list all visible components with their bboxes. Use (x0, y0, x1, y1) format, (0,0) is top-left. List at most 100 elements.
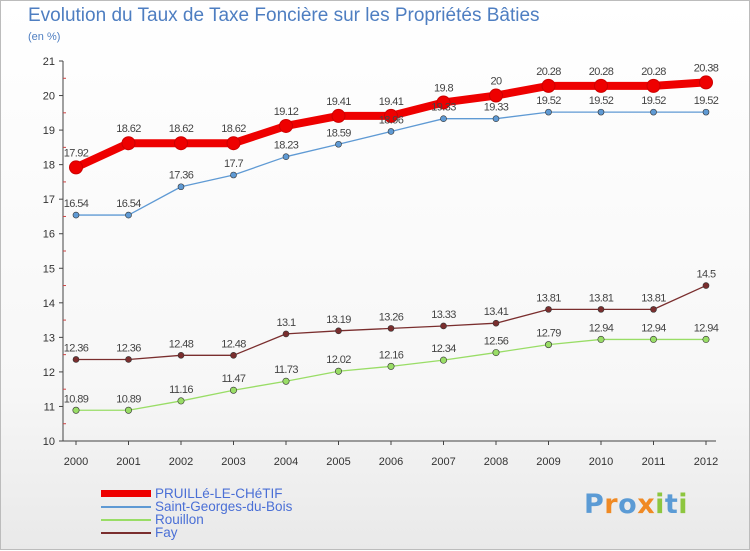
data-label: 13.26 (379, 311, 404, 323)
proxiti-logo: Proxiti (584, 489, 688, 520)
data-point (541, 78, 556, 93)
x-tick-label: 2001 (116, 456, 140, 468)
data-point (72, 406, 80, 414)
data-point (649, 335, 657, 343)
data-point (597, 108, 605, 116)
data-point (177, 397, 185, 405)
data-label: 19.52 (641, 95, 666, 107)
legend-item: Saint-Georges-du-Bois (101, 500, 292, 513)
x-tick-label: 2008 (484, 456, 508, 468)
legend-swatch (101, 490, 151, 497)
data-label: 18.59 (326, 127, 351, 139)
data-label: 20.28 (536, 66, 561, 78)
data-point (597, 306, 605, 313)
data-label: 12.36 (64, 342, 89, 354)
legend-label: Saint-Georges-du-Bois (155, 499, 293, 514)
data-label: 12.94 (641, 322, 666, 334)
data-label: 14.5 (696, 269, 715, 281)
data-label: 17.92 (64, 147, 89, 159)
data-label: 13.81 (589, 292, 614, 304)
data-point (646, 78, 661, 93)
data-point (334, 367, 342, 375)
data-point (440, 322, 447, 330)
data-point (699, 75, 713, 90)
data-label: 10.89 (116, 393, 141, 405)
chart-title: Evolution du Taux de Taxe Foncière sur l… (28, 5, 540, 26)
data-label: 11.73 (274, 364, 298, 376)
y-tick-label: 19 (43, 125, 55, 137)
data-point (72, 356, 80, 363)
logo-letter: x (637, 489, 656, 520)
data-point (387, 325, 395, 332)
data-label: 12.56 (484, 336, 509, 348)
data-point (282, 153, 290, 160)
data-point (436, 95, 451, 110)
logo-letter: t (664, 489, 679, 520)
legend-label: Rouillon (155, 512, 204, 527)
data-point (594, 78, 608, 93)
data-point (177, 352, 185, 359)
x-tick-label: 2007 (431, 456, 455, 468)
data-point (650, 108, 657, 116)
data-label: 19.8 (434, 82, 453, 94)
data-point (331, 108, 346, 123)
data-point (230, 386, 238, 394)
data-label: 19.41 (379, 96, 404, 108)
y-tick-label: 10 (43, 436, 55, 448)
data-point (387, 362, 395, 370)
data-point (492, 115, 500, 122)
x-tick-label: 2010 (589, 456, 613, 468)
legend-swatch (101, 505, 151, 508)
chart-subtitle: (en %) (28, 31, 61, 43)
data-point (650, 306, 657, 313)
y-tick-label: 12 (43, 367, 55, 379)
data-point (174, 136, 188, 151)
data-point (702, 335, 710, 343)
data-label: 12.36 (116, 342, 141, 354)
data-label: 13.81 (536, 292, 561, 304)
data-point (230, 352, 237, 359)
data-label: 13.41 (484, 306, 509, 318)
data-point (597, 335, 605, 343)
y-tick-label: 14 (43, 298, 55, 310)
chart-legend: PRUILLé-LE-CHéTIF Saint-Georges-du-Bois Ro… (101, 487, 292, 539)
data-label: 17.7 (224, 158, 243, 170)
data-point (440, 115, 447, 122)
x-tick-label: 2009 (536, 456, 560, 468)
data-point (492, 349, 500, 357)
data-point (125, 406, 133, 414)
logo-letter: r (604, 489, 619, 520)
data-point (177, 183, 185, 191)
data-label: 20 (490, 76, 502, 88)
y-tick-label: 11 (44, 401, 55, 413)
data-point (282, 330, 290, 338)
data-label: 10.89 (64, 393, 89, 405)
x-tick-label: 2006 (379, 456, 403, 468)
legend-swatch (101, 531, 151, 534)
logo-letter: i (655, 489, 665, 520)
y-tick-label: 18 (43, 160, 55, 172)
data-point (544, 341, 552, 349)
logo-letter: o (618, 489, 638, 520)
x-tick-label: 2003 (221, 456, 245, 468)
y-tick-label: 20 (43, 91, 55, 103)
data-label: 18.62 (116, 123, 141, 135)
data-label: 12.94 (694, 322, 719, 334)
data-label: 11.16 (169, 384, 193, 396)
data-label: 19.33 (484, 102, 509, 114)
data-label: 16.54 (116, 198, 141, 210)
data-label: 13.1 (276, 317, 295, 329)
data-label: 12.48 (221, 338, 246, 350)
data-label: 18.96 (379, 114, 404, 126)
data-point (230, 171, 237, 179)
data-point (72, 211, 80, 219)
data-label: 17.36 (169, 170, 194, 182)
data-point (226, 136, 241, 151)
data-label: 19.12 (274, 106, 299, 118)
data-label: 12.02 (326, 354, 351, 366)
legend-item: Rouillon (101, 513, 292, 526)
data-label: 12.48 (169, 338, 194, 350)
data-point (545, 306, 552, 313)
